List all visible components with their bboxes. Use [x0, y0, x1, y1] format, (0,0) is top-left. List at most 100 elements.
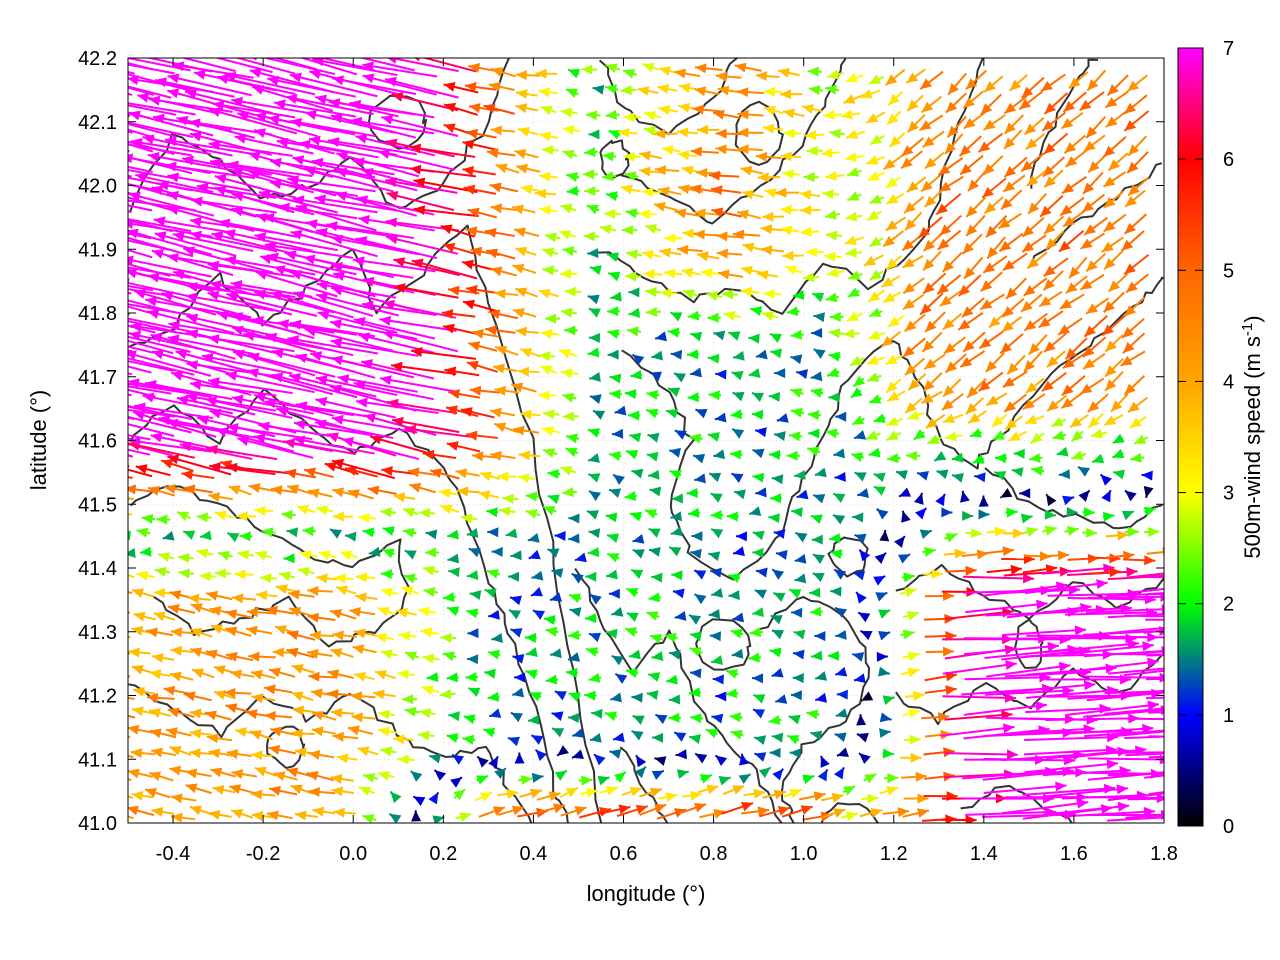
wind-vector-head: [153, 216, 166, 227]
wind-vector-shaft: [393, 258, 460, 277]
wind-vector-head: [609, 451, 621, 461]
wind-vector-head: [1092, 453, 1105, 464]
wind-vector-head: [987, 246, 999, 259]
wind-vector-head: [682, 289, 695, 299]
wind-vector-head: [646, 408, 659, 419]
wind-vector-shaft: [1002, 628, 1087, 637]
wind-vector-head: [1028, 202, 1040, 214]
wind-vector-head: [794, 553, 807, 564]
wind-vector-head: [729, 712, 742, 723]
terrain-contour-loop: [821, 802, 879, 823]
wind-vector-head: [129, 436, 141, 447]
wind-vector-head: [381, 114, 394, 125]
wind-vector-head: [61, 217, 73, 227]
wind-vector-head: [151, 249, 164, 259]
wind-vector-head: [430, 468, 443, 479]
wind-vector-head: [942, 260, 954, 272]
wind-vector-head: [209, 462, 221, 473]
wind-vector-head: [626, 668, 638, 678]
wind-vector-head: [694, 594, 707, 605]
wind-vector-head: [146, 627, 158, 638]
wind-vector-head: [255, 213, 268, 223]
wind-vector-head: [135, 464, 148, 474]
wind-vector-head: [857, 488, 869, 498]
wind-vector-shaft: [305, 221, 397, 239]
wind-vector-head: [151, 653, 164, 663]
wind-vector-head: [1205, 580, 1216, 590]
wind-vector-head: [1058, 324, 1071, 335]
wind-vector-shaft: [167, 174, 252, 192]
wind-vector-head: [1124, 263, 1136, 275]
wind-vector-shaft: [273, 101, 357, 118]
wind-vector-head: [1068, 77, 1081, 89]
wind-vector-head: [605, 785, 618, 796]
wind-vector-head: [825, 428, 838, 439]
wind-vector-shaft: [128, 423, 175, 437]
wind-vector-shaft: [181, 157, 272, 176]
wind-vector-head: [289, 319, 302, 330]
wind-vector-head: [131, 790, 144, 801]
wind-vector-head: [834, 732, 847, 743]
wind-vector-head: [627, 326, 639, 337]
wind-vector-head: [689, 734, 701, 744]
terrain-contour-loop: [827, 536, 869, 578]
wind-vector-head: [466, 128, 479, 139]
wind-vector-head: [825, 84, 837, 95]
wind-vector-head: [355, 133, 368, 144]
wind-vector-head: [446, 733, 459, 743]
wind-vector-head: [812, 554, 825, 564]
wind-vector-head: [831, 792, 844, 803]
wind-vector-head: [618, 127, 630, 138]
wind-vector-head: [1083, 358, 1096, 369]
wind-vector-head: [1004, 401, 1017, 412]
wind-vector-shaft: [965, 810, 1057, 816]
wind-vector-head: [770, 348, 782, 359]
wind-vector-head: [1083, 507, 1095, 518]
wind-vector-head: [1111, 400, 1123, 412]
wind-vector-head: [708, 390, 720, 401]
wind-vector-shaft: [1146, 551, 1164, 555]
wind-vector-head: [254, 112, 267, 122]
wind-vector-head: [467, 654, 479, 665]
wind-vector-head: [1127, 401, 1140, 413]
wind-vector-head: [237, 111, 250, 122]
wind-vector-head: [615, 673, 628, 684]
wind-vector-head: [269, 785, 281, 796]
wind-vector-head: [226, 291, 239, 302]
wind-vector-head: [752, 448, 765, 459]
wind-vector-head: [128, 255, 134, 266]
wind-vector-head: [469, 590, 482, 601]
wind-vector-head: [978, 495, 989, 507]
wind-vector-head: [921, 393, 934, 404]
wind-vector-head: [676, 769, 689, 779]
wind-vector-head: [1025, 382, 1038, 394]
wind-vector-head: [583, 231, 595, 242]
wind-vector-head: [755, 427, 767, 438]
wind-vector-head: [885, 354, 898, 365]
wind-vector-head: [986, 395, 999, 406]
wind-vector-head: [568, 692, 581, 702]
wind-vector-head: [231, 769, 244, 780]
wind-vector-shaft: [128, 434, 151, 441]
wind-vector-head: [965, 78, 978, 90]
wind-vector-head: [1003, 181, 1016, 192]
wind-vector-head: [786, 450, 798, 461]
wind-vector-shaft: [128, 104, 177, 116]
wind-vector-head: [497, 471, 509, 482]
wind-vector-head: [134, 402, 146, 413]
wind-vector-head: [739, 753, 749, 766]
wind-vector-head: [737, 127, 749, 138]
wind-vector-head: [434, 770, 447, 781]
wind-vector-head: [308, 749, 321, 760]
wind-vector-head: [762, 211, 774, 222]
wind-vector-head: [1010, 564, 1023, 575]
wind-vector-head: [144, 787, 157, 798]
wind-vector-head: [1106, 759, 1119, 770]
wind-vector-head: [827, 69, 840, 80]
wind-vector-head: [754, 589, 767, 599]
wind-vector-head: [965, 814, 977, 823]
wind-vector-shaft: [128, 345, 154, 354]
wind-vector-head: [648, 528, 661, 538]
wind-vector-shaft: [265, 334, 354, 357]
wind-vector-head: [43, 296, 55, 306]
